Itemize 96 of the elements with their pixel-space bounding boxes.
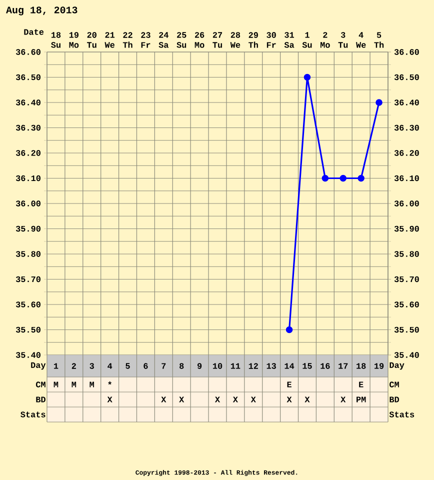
x2-tick-label: 6 — [144, 363, 148, 369]
x2-tick-label: 18 — [356, 363, 366, 369]
x2-tick-label: 2 — [72, 363, 76, 369]
text: CM — [36, 382, 46, 388]
text: E — [359, 382, 364, 388]
point — [340, 174, 347, 182]
x2-tick-label: 9 — [197, 363, 202, 369]
x2-tick-label: 4 — [108, 363, 112, 369]
x2-tick-label: 8 — [180, 363, 184, 369]
text: * — [108, 381, 112, 385]
text: X — [232, 396, 238, 402]
y2-tick-label: 36.10 — [394, 175, 419, 182]
text: X — [161, 396, 166, 402]
x-tick-label: 2 Mo — [320, 32, 330, 48]
text: X — [179, 396, 184, 402]
text: X — [286, 396, 292, 402]
text: X — [304, 396, 310, 402]
y-tick-label: 35.60 — [16, 302, 40, 308]
text: BD — [390, 396, 400, 402]
text: X — [107, 396, 112, 402]
y-tick-label: 36.60 — [16, 49, 40, 55]
x-tick-label: 5 Th — [374, 32, 384, 48]
x2-tick-label: 12 — [248, 363, 258, 369]
y2-tick-label: 35.70 — [394, 276, 419, 282]
y-tick-label: 36.10 — [16, 175, 40, 182]
x-tick-label: 29 Th — [248, 32, 258, 48]
y-tick-label: 35.50 — [16, 326, 40, 333]
x2-tick-label: 17 — [338, 363, 348, 369]
x-tick-label: 21 We — [104, 32, 115, 48]
y-tick-label: 35.80 — [16, 251, 40, 257]
y2-tick-label: 35.80 — [394, 251, 419, 257]
y2-tick-label: 36.20 — [394, 150, 419, 156]
chart-title: Aug 18, 2013 — [6, 6, 78, 16]
point — [286, 326, 293, 334]
x2-tick-label: 3 — [90, 363, 94, 369]
y2-tick-label: 36.40 — [394, 100, 419, 106]
y-tick-label: 36.20 — [16, 150, 40, 156]
x-tick-label: 20 Tu — [87, 32, 96, 48]
y2-tick-label: 35.50 — [394, 326, 419, 333]
y2-tick-label: 35.40 — [394, 352, 419, 358]
x2-tick-label: 13 — [266, 363, 276, 369]
y2-tick-label: 35.90 — [394, 226, 419, 232]
x2-tick-label: 7 — [162, 363, 166, 369]
y2-tick-label: 36.50 — [394, 74, 419, 80]
x-tick-label: 19 Mo — [69, 32, 79, 48]
x-tick-label: 4 We — [356, 32, 366, 48]
x-tick-label: 24 Sa — [158, 32, 169, 48]
x2-tick-label: 16 — [320, 363, 330, 369]
text: PM — [356, 396, 366, 402]
text: BD — [36, 396, 46, 402]
x-tick-label: 26 Mo — [194, 32, 204, 48]
x2-tick-label: 19 — [374, 363, 384, 369]
x2-axis-title: Day — [31, 362, 46, 370]
x-tick-label: 31 Sa — [284, 32, 294, 48]
y-tick-label: 36.40 — [16, 100, 40, 106]
y2-tick-label: 36.60 — [394, 49, 419, 55]
x-tick-label: 3 Tu — [338, 32, 348, 48]
point — [322, 174, 329, 182]
x-tick-label: 18 Su — [51, 32, 61, 48]
y-tick-label: 35.90 — [16, 226, 40, 232]
y-tick-label: 35.40 — [16, 352, 40, 358]
x2-tick-label: 11 — [230, 363, 240, 369]
x-tick-label: 22 Th — [122, 32, 132, 48]
x2-tick-label: 14 — [284, 363, 294, 369]
y2-tick-label: 36.30 — [394, 124, 419, 131]
text: E — [287, 382, 292, 388]
y-tick-label: 36.30 — [16, 124, 40, 131]
x-tick-label: 23 Fr — [141, 32, 150, 48]
point — [376, 99, 382, 106]
x2-tick-label: 5 — [126, 363, 130, 369]
y-tick-label: 36.00 — [16, 200, 40, 206]
text: M — [72, 382, 76, 388]
text: Stats — [20, 412, 46, 418]
point — [358, 174, 364, 182]
text: X — [214, 396, 220, 402]
x2-tick-label: 15 — [302, 363, 312, 369]
x-tick-label: 27 Tu — [212, 32, 222, 48]
point — [304, 74, 311, 81]
y2-tick-label: 36.00 — [394, 200, 419, 206]
x2-tick-label: 1 — [54, 363, 58, 369]
x-tick-label: 28 We — [230, 32, 240, 48]
y-tick-label: 35.70 — [16, 276, 40, 282]
x-axis-title: Date — [24, 29, 44, 35]
y2-tick-label: 35.60 — [394, 302, 419, 308]
y-tick-label: 36.50 — [16, 74, 40, 80]
text: X — [250, 396, 256, 402]
text: CM — [390, 382, 399, 388]
text: M — [54, 382, 58, 388]
text: X — [340, 396, 346, 402]
text: Day — [390, 362, 404, 370]
x-tick-label: 30 Fr — [266, 32, 276, 48]
x-tick-label: 1 Su — [302, 32, 312, 48]
x-tick-label: 25 Su — [176, 32, 186, 48]
text: Stats — [389, 412, 414, 418]
text: M — [90, 382, 94, 388]
x2-tick-label: 10 — [212, 363, 222, 369]
